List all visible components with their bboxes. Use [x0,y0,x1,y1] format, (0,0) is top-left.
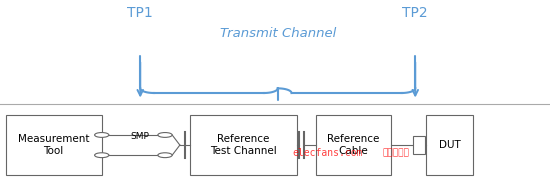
Bar [426,115,473,175]
Text: elecfans.com: elecfans.com [292,147,362,158]
Bar [412,136,425,154]
Circle shape [95,133,109,137]
Text: TP1: TP1 [128,6,153,20]
Text: TP2: TP2 [403,6,428,20]
Text: DUT: DUT [439,140,460,150]
Text: Transmit Channel: Transmit Channel [219,27,336,40]
Text: Reference
Cable: Reference Cable [327,134,380,156]
Bar [6,115,102,175]
Bar [190,115,297,175]
Text: SMP: SMP [131,132,150,141]
Circle shape [158,153,172,158]
Text: Measurement
Tool: Measurement Tool [18,134,89,156]
Text: 电子发烧友: 电子发烧友 [383,148,409,157]
Circle shape [95,153,109,158]
Circle shape [158,133,172,137]
Text: Reference
Test Channel: Reference Test Channel [210,134,277,156]
Bar [316,115,390,175]
